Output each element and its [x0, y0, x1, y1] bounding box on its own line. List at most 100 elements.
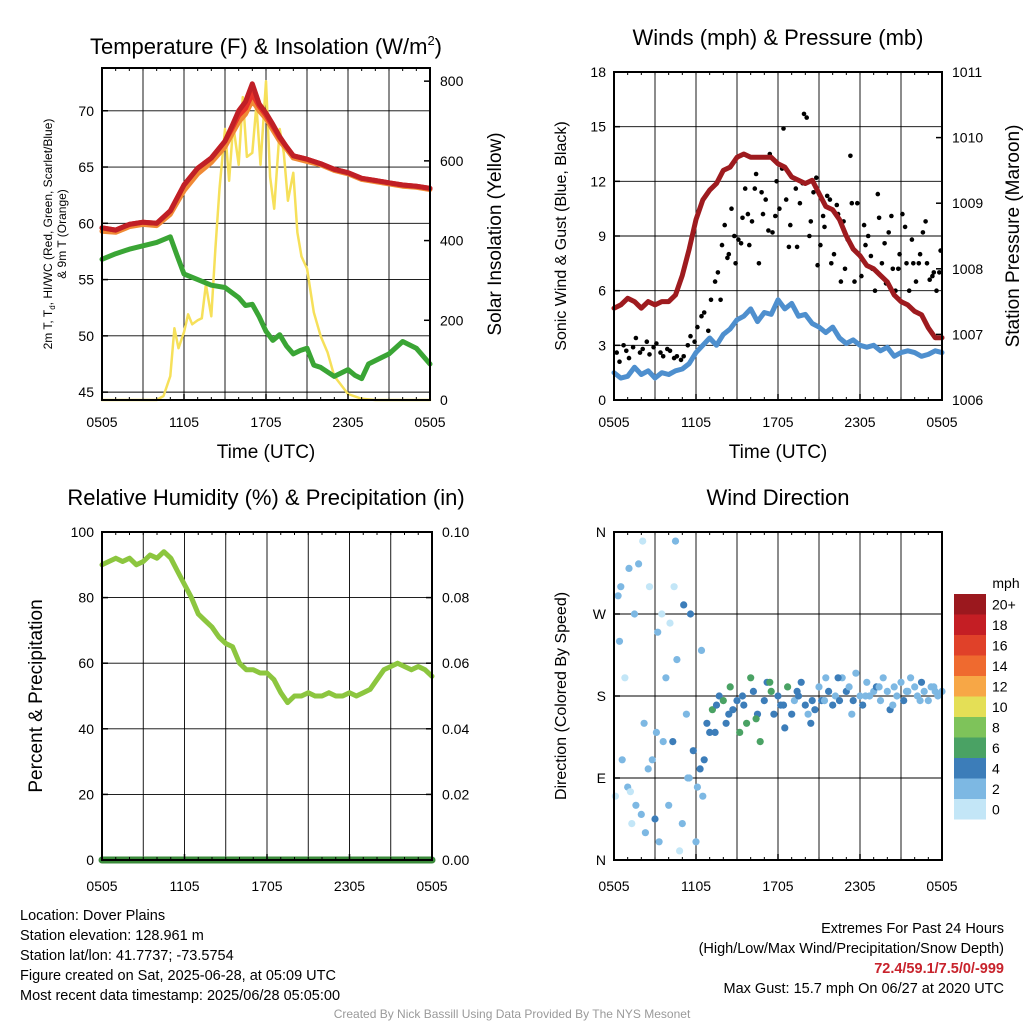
wind-direction-point: [703, 719, 711, 727]
left-y-tick-label: 45: [78, 384, 94, 400]
gust-point: [788, 222, 793, 228]
left-y-tick-label: W: [593, 606, 607, 622]
wind-direction-point: [911, 683, 919, 691]
gust-point: [920, 230, 926, 235]
gust-point: [930, 273, 935, 279]
wind-direction-point: [808, 697, 816, 705]
left-y-tick-label: 55: [78, 272, 94, 288]
humidity-grid: [102, 531, 432, 861]
temperature-left-axis-label: 2m T, Td, HI/WC (Red, Green, Scarlet/Blu…: [41, 119, 57, 350]
gust-point: [732, 233, 737, 239]
left-y-tick-label: 65: [78, 159, 94, 175]
x-tick-label: 2305: [332, 414, 363, 430]
wind-direction-point: [706, 728, 714, 737]
legend-label: 6: [992, 740, 1000, 756]
legend-swatch: [954, 778, 986, 799]
gust-point: [924, 261, 930, 266]
gust-point: [902, 224, 908, 230]
left-y-tick-label: 12: [590, 173, 606, 189]
wind-direction-point: [883, 687, 891, 696]
gust-point: [760, 211, 766, 217]
station-pressure-line: [611, 151, 945, 341]
gust-point: [753, 171, 759, 177]
speed-legend-title: mph: [992, 575, 1019, 591]
wind-direction-point: [876, 697, 885, 705]
wind-direction-point: [659, 738, 667, 746]
left-y-tick-label: N: [596, 524, 606, 540]
gust-point: [834, 202, 840, 208]
x-tick-label: 1105: [169, 878, 199, 894]
left-y-tick-label: 0: [86, 852, 94, 868]
left-y-tick-label: S: [597, 688, 606, 704]
right-y-tick-label: 1008: [952, 261, 983, 277]
gust-point: [688, 333, 693, 339]
gust-point: [890, 266, 896, 272]
gust-point: [719, 242, 725, 248]
gust-point: [654, 341, 659, 346]
gust-point: [722, 222, 727, 228]
gust-point: [879, 261, 885, 266]
wind-direction-point: [893, 692, 901, 700]
gust-point: [786, 244, 792, 250]
right-y-tick-label: 400: [440, 233, 464, 249]
wind-direction-point: [815, 683, 823, 691]
gust-point: [692, 339, 697, 345]
wind-direction-point: [666, 619, 674, 627]
gust-point: [937, 270, 942, 275]
legend-label: 12: [992, 678, 1008, 694]
gust-point: [909, 237, 915, 242]
gust-point: [849, 200, 855, 206]
legend-label: 18: [992, 617, 1008, 633]
extremes-subtitle: (High/Low/Max Wind/Precipitation/Snow De…: [698, 941, 1004, 957]
x-tick-label: 2305: [844, 878, 875, 894]
winds-panel-title: Winds (mph) & Pressure (mb): [633, 25, 924, 50]
legend-label: 8: [992, 719, 1000, 735]
wind-direction-panel-title: Wind Direction: [706, 485, 849, 510]
wind-direction-point: [752, 715, 760, 723]
gust-point: [745, 211, 751, 217]
wind-direction-point: [637, 810, 645, 819]
wind-direction-point: [665, 801, 673, 809]
wind-direction-point: [733, 697, 741, 705]
wind-direction-point: [715, 692, 723, 700]
gust-point: [708, 297, 714, 303]
wind-direction-point: [712, 701, 721, 709]
gust-point: [701, 310, 707, 315]
wind-direction-point: [673, 656, 681, 664]
wind-direction-point: [697, 646, 706, 655]
wind-direction-point: [682, 710, 691, 718]
gust-point: [811, 190, 816, 195]
legend-label: 20+: [992, 596, 1016, 612]
wind-direction-point: [676, 847, 684, 855]
gust-point: [906, 288, 912, 294]
legend-swatch: [954, 717, 986, 738]
x-tick-label: 1105: [681, 414, 711, 430]
legend-swatch: [954, 594, 986, 615]
wind-direction-ticks: 0505 1105 1705 2305 0505 N E S W N: [593, 524, 958, 894]
gust-point: [726, 251, 732, 257]
humidity-ticks: 0505 1105 1705 2305 0505 0 20 40 60 80 100 0.00 0.02…: [71, 524, 470, 894]
left-y-tick-label: 0: [598, 392, 606, 408]
wind-direction-point: [711, 728, 719, 737]
wind-direction-point: [788, 710, 796, 718]
wind-direction-point: [907, 674, 915, 682]
wind-direction-point: [641, 829, 650, 837]
gust-point: [781, 126, 786, 131]
wind-direction-point: [719, 697, 727, 705]
gust-point: [886, 230, 891, 235]
legend-swatch: [954, 799, 986, 820]
gust-point: [729, 206, 734, 211]
wind-direction-point: [902, 687, 911, 696]
gust-point: [897, 251, 902, 257]
x-tick-label: 0505: [598, 878, 629, 894]
right-y-tick-label: 1011: [952, 64, 982, 80]
figure-created: Figure created on Sat, 2025-06-28, at 05…: [20, 968, 336, 984]
gust-point: [736, 237, 741, 242]
left-y-tick-label: 18: [590, 64, 606, 80]
x-tick-label: 0505: [86, 414, 117, 430]
legend-label: 0: [992, 801, 1000, 817]
wind-direction-point: [678, 820, 686, 828]
temperature-series: [99, 79, 433, 402]
gust-point: [695, 324, 700, 330]
